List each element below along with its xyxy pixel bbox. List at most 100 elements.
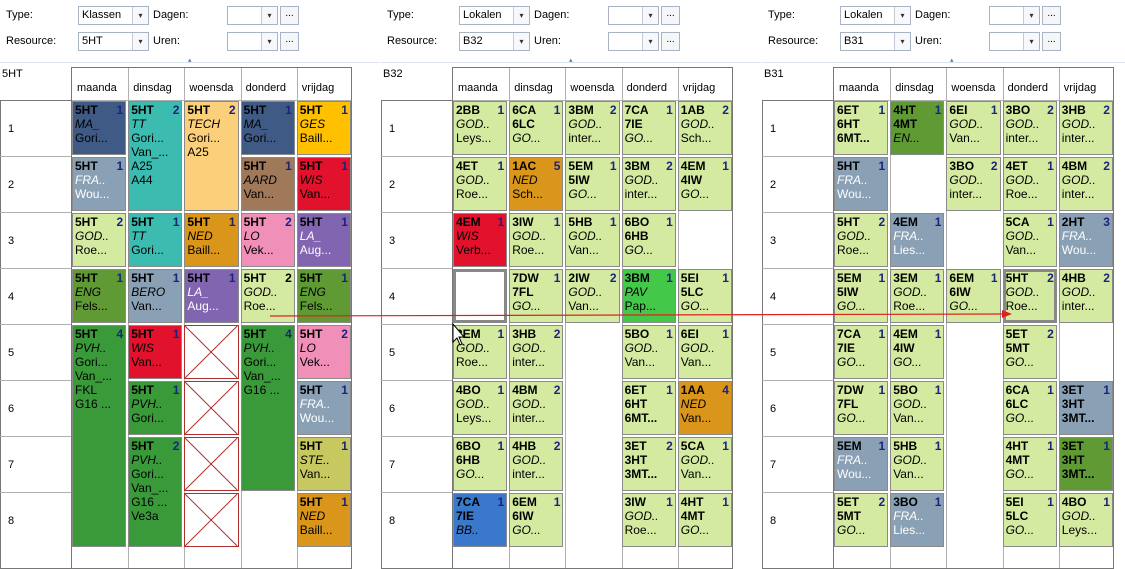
resource-select[interactable]: B32 ▾ [459,32,530,51]
lesson-cell[interactable]: 3BM 2 GOD.. inter... [621,157,676,211]
lesson-cell[interactable]: 2BB 1 GOD.. Leys... [453,101,508,155]
chevron-down-icon[interactable]: ▾ [894,33,910,50]
lesson-cell[interactable]: 5HT 2 PVH.. Gori... Van_... G16 ... Ve3a [128,437,183,547]
lesson-cell[interactable]: 3IW 1 GOD.. Roe... [509,213,564,267]
lesson-cell[interactable]: 6EM 1 6IW GO... [946,269,1001,323]
chevron-down-icon[interactable]: ▾ [132,7,148,24]
dagen-ellipsis-button[interactable]: ... [280,6,299,25]
lesson-cell[interactable]: 5BO 1 GOD.. Van... [621,325,676,379]
lesson-cell[interactable]: 3EM 1 GOD.. Roe... [453,325,508,379]
lesson-cell[interactable]: 3EM 1 GOD.. Roe... [890,269,945,323]
chevron-down-icon[interactable]: ▾ [513,7,529,24]
chevron-down-icon[interactable]: ▾ [1023,7,1039,24]
dagen-ellipsis-button[interactable]: ... [661,6,680,25]
lesson-cell[interactable]: 7CA 1 7IE BB.. [453,493,508,547]
lesson-cell[interactable]: 5HT 1 BERO Van... [128,269,183,323]
lesson-cell[interactable]: 4BM 2 GOD.. inter... [509,381,564,435]
uren-ellipsis-button[interactable]: ... [661,32,680,51]
lesson-cell[interactable]: 5HB 1 GOD.. Van... [565,213,620,267]
lesson-cell[interactable]: 5HT 1 WIS Van... [296,157,351,211]
lesson-cell[interactable]: 5HT 2 TECH Gori... A25 [184,101,239,211]
lesson-cell[interactable]: 4ET 1 GOD.. Roe... [453,157,508,211]
lesson-cell[interactable]: 4HT 1 4MT GO... [1002,437,1057,491]
lesson-cell[interactable]: 5HT 1 FRA.. Wou... [834,157,889,211]
splitter-grip-icon[interactable]: ▴ [188,57,192,64]
uren-select[interactable]: ▾ [608,32,659,51]
chevron-down-icon[interactable]: ▾ [894,7,910,24]
lesson-cell[interactable]: 7DW 1 7FL GO... [509,269,564,323]
lesson-cell[interactable]: 5ET 2 5MT GO... [834,493,889,547]
lesson-cell[interactable]: 7DW 1 7FL GO... [834,381,889,435]
lesson-cell[interactable]: 4BO 1 GOD.. Leys... [453,381,508,435]
chevron-down-icon[interactable]: ▾ [1023,33,1039,50]
lesson-cell[interactable]: 5HT 1 FRA.. Wou... [296,381,351,435]
lesson-cell[interactable]: 6ET 1 6HT 6MT... [621,381,676,435]
type-select[interactable]: Lokalen ▾ [840,6,911,25]
lesson-cell[interactable]: 4EM 1 WIS Verb... [453,213,508,267]
lesson-cell[interactable]: 4EM 1 FRA.. Lies... [890,213,945,267]
chevron-down-icon[interactable]: ▾ [261,33,277,50]
dagen-select[interactable]: ▾ [608,6,659,25]
lesson-cell[interactable]: 5EI 1 5LC GO... [677,269,732,323]
type-select[interactable]: Klassen ▾ [78,6,149,25]
lesson-cell[interactable]: 5HT 2 GOD.. Roe... [834,213,889,267]
splitter-grip-icon[interactable]: ▴ [569,57,573,64]
lesson-cell[interactable]: 5CA 1 GOD.. Van... [677,437,732,491]
lesson-cell[interactable]: 6EM 1 6IW GO... [509,493,564,547]
lesson-cell[interactable]: 6ET 1 6HT 6MT... [834,101,889,155]
chevron-down-icon[interactable]: ▾ [642,33,658,50]
dagen-ellipsis-button[interactable]: ... [1042,6,1061,25]
lesson-cell[interactable]: 3BO 2 GOD.. inter... [1002,101,1057,155]
lesson-cell[interactable]: 5EM 1 FRA.. Wou... [834,437,889,491]
drop-target-cell[interactable] [453,269,508,323]
lesson-cell[interactable]: 5HT 2 LO Vek... [296,325,351,379]
lesson-cell[interactable]: 3ET 1 3HT 3MT... [1058,437,1113,491]
lesson-cell[interactable]: 5HT 1 TT Gori... [128,213,183,267]
lesson-cell[interactable]: 5HT 1 MA_ Gori... [72,101,127,155]
lesson-cell[interactable]: 4EM 1 4IW GO... [677,157,732,211]
resource-select[interactable]: B31 ▾ [840,32,911,51]
lesson-cell[interactable]: 1AB 2 GOD.. Sch... [677,101,732,155]
lesson-cell[interactable]: 5HT 1 ENG Fels... [72,269,127,323]
lesson-cell[interactable]: 5HT 1 FRA.. Wou... [72,157,127,211]
lesson-cell[interactable]: 5EM 1 5IW GO... [834,269,889,323]
lesson-cell[interactable]: 6BO 1 6HB GO... [453,437,508,491]
lesson-cell[interactable]: 5HB 1 GOD.. Van... [890,437,945,491]
lesson-cell[interactable]: 5HT 2 TT Gori... Van_... A25 A44 [128,101,183,211]
lesson-cell[interactable]: 4HT 1 4MT EN... [890,101,945,155]
uren-select[interactable]: ▾ [989,32,1040,51]
uren-ellipsis-button[interactable]: ... [280,32,299,51]
lesson-cell[interactable]: 5HT 4 PVH.. Gori... Van_... G16 ... [240,325,295,491]
uren-ellipsis-button[interactable]: ... [1042,32,1061,51]
lesson-cell[interactable]: 5CA 1 GOD.. Van... [1002,213,1057,267]
lesson-cell[interactable]: 3BO 2 GOD.. inter... [946,157,1001,211]
lesson-cell[interactable]: 5HT 1 GES Baill... [296,101,351,155]
lesson-cell[interactable]: 1AA 4 NED Van... [677,381,732,435]
lesson-cell[interactable]: 5HT 2 GOD.. Roe... [72,213,127,267]
lesson-cell[interactable]: 3BM 2 GOD.. inter... [565,101,620,155]
lesson-cell[interactable]: 5HT 1 AARD Van... [240,157,295,211]
lesson-cell[interactable]: 7CA 1 7IE GO... [621,101,676,155]
chevron-down-icon[interactable]: ▾ [132,33,148,50]
chevron-down-icon[interactable]: ▾ [261,7,277,24]
lesson-cell[interactable]: 1AC 5 NED Sch... [509,157,564,211]
lesson-cell[interactable]: 3BO 1 FRA.. Lies... [890,493,945,547]
lesson-cell[interactable]: 2HT 3 FRA.. Wou... [1058,213,1113,267]
lesson-cell[interactable]: 5BO 1 GOD.. Van... [890,381,945,435]
lesson-cell[interactable]: 6CA 1 6LC GO... [1002,381,1057,435]
lesson-cell[interactable]: 5HT 1 NED Baill... [296,493,351,547]
lesson-cell[interactable]: 6BO 1 6HB GO... [621,213,676,267]
lesson-cell[interactable]: 5EM 1 5IW GO... [565,157,620,211]
lesson-cell[interactable]: 4HB 2 GOD.. inter... [509,437,564,491]
lesson-cell[interactable]: 3ET 2 3HT 3MT... [621,437,676,491]
type-select[interactable]: Lokalen ▾ [459,6,530,25]
lesson-cell[interactable]: 6EI 1 GOD.. Van... [677,325,732,379]
lesson-cell[interactable]: 6EI 1 GOD.. Van... [946,101,1001,155]
chevron-down-icon[interactable]: ▾ [513,33,529,50]
lesson-cell[interactable]: 3BM 1 PAV Pap... [621,269,676,323]
chevron-down-icon[interactable]: ▾ [642,7,658,24]
lesson-cell[interactable]: 4BM 2 GOD.. inter... [1058,157,1113,211]
lesson-cell[interactable]: 4ET 1 GOD.. Roe... [1002,157,1057,211]
lesson-cell[interactable]: 4EM 1 4IW GO... [890,325,945,379]
lesson-cell[interactable]: 7CA 1 7IE GO... [834,325,889,379]
